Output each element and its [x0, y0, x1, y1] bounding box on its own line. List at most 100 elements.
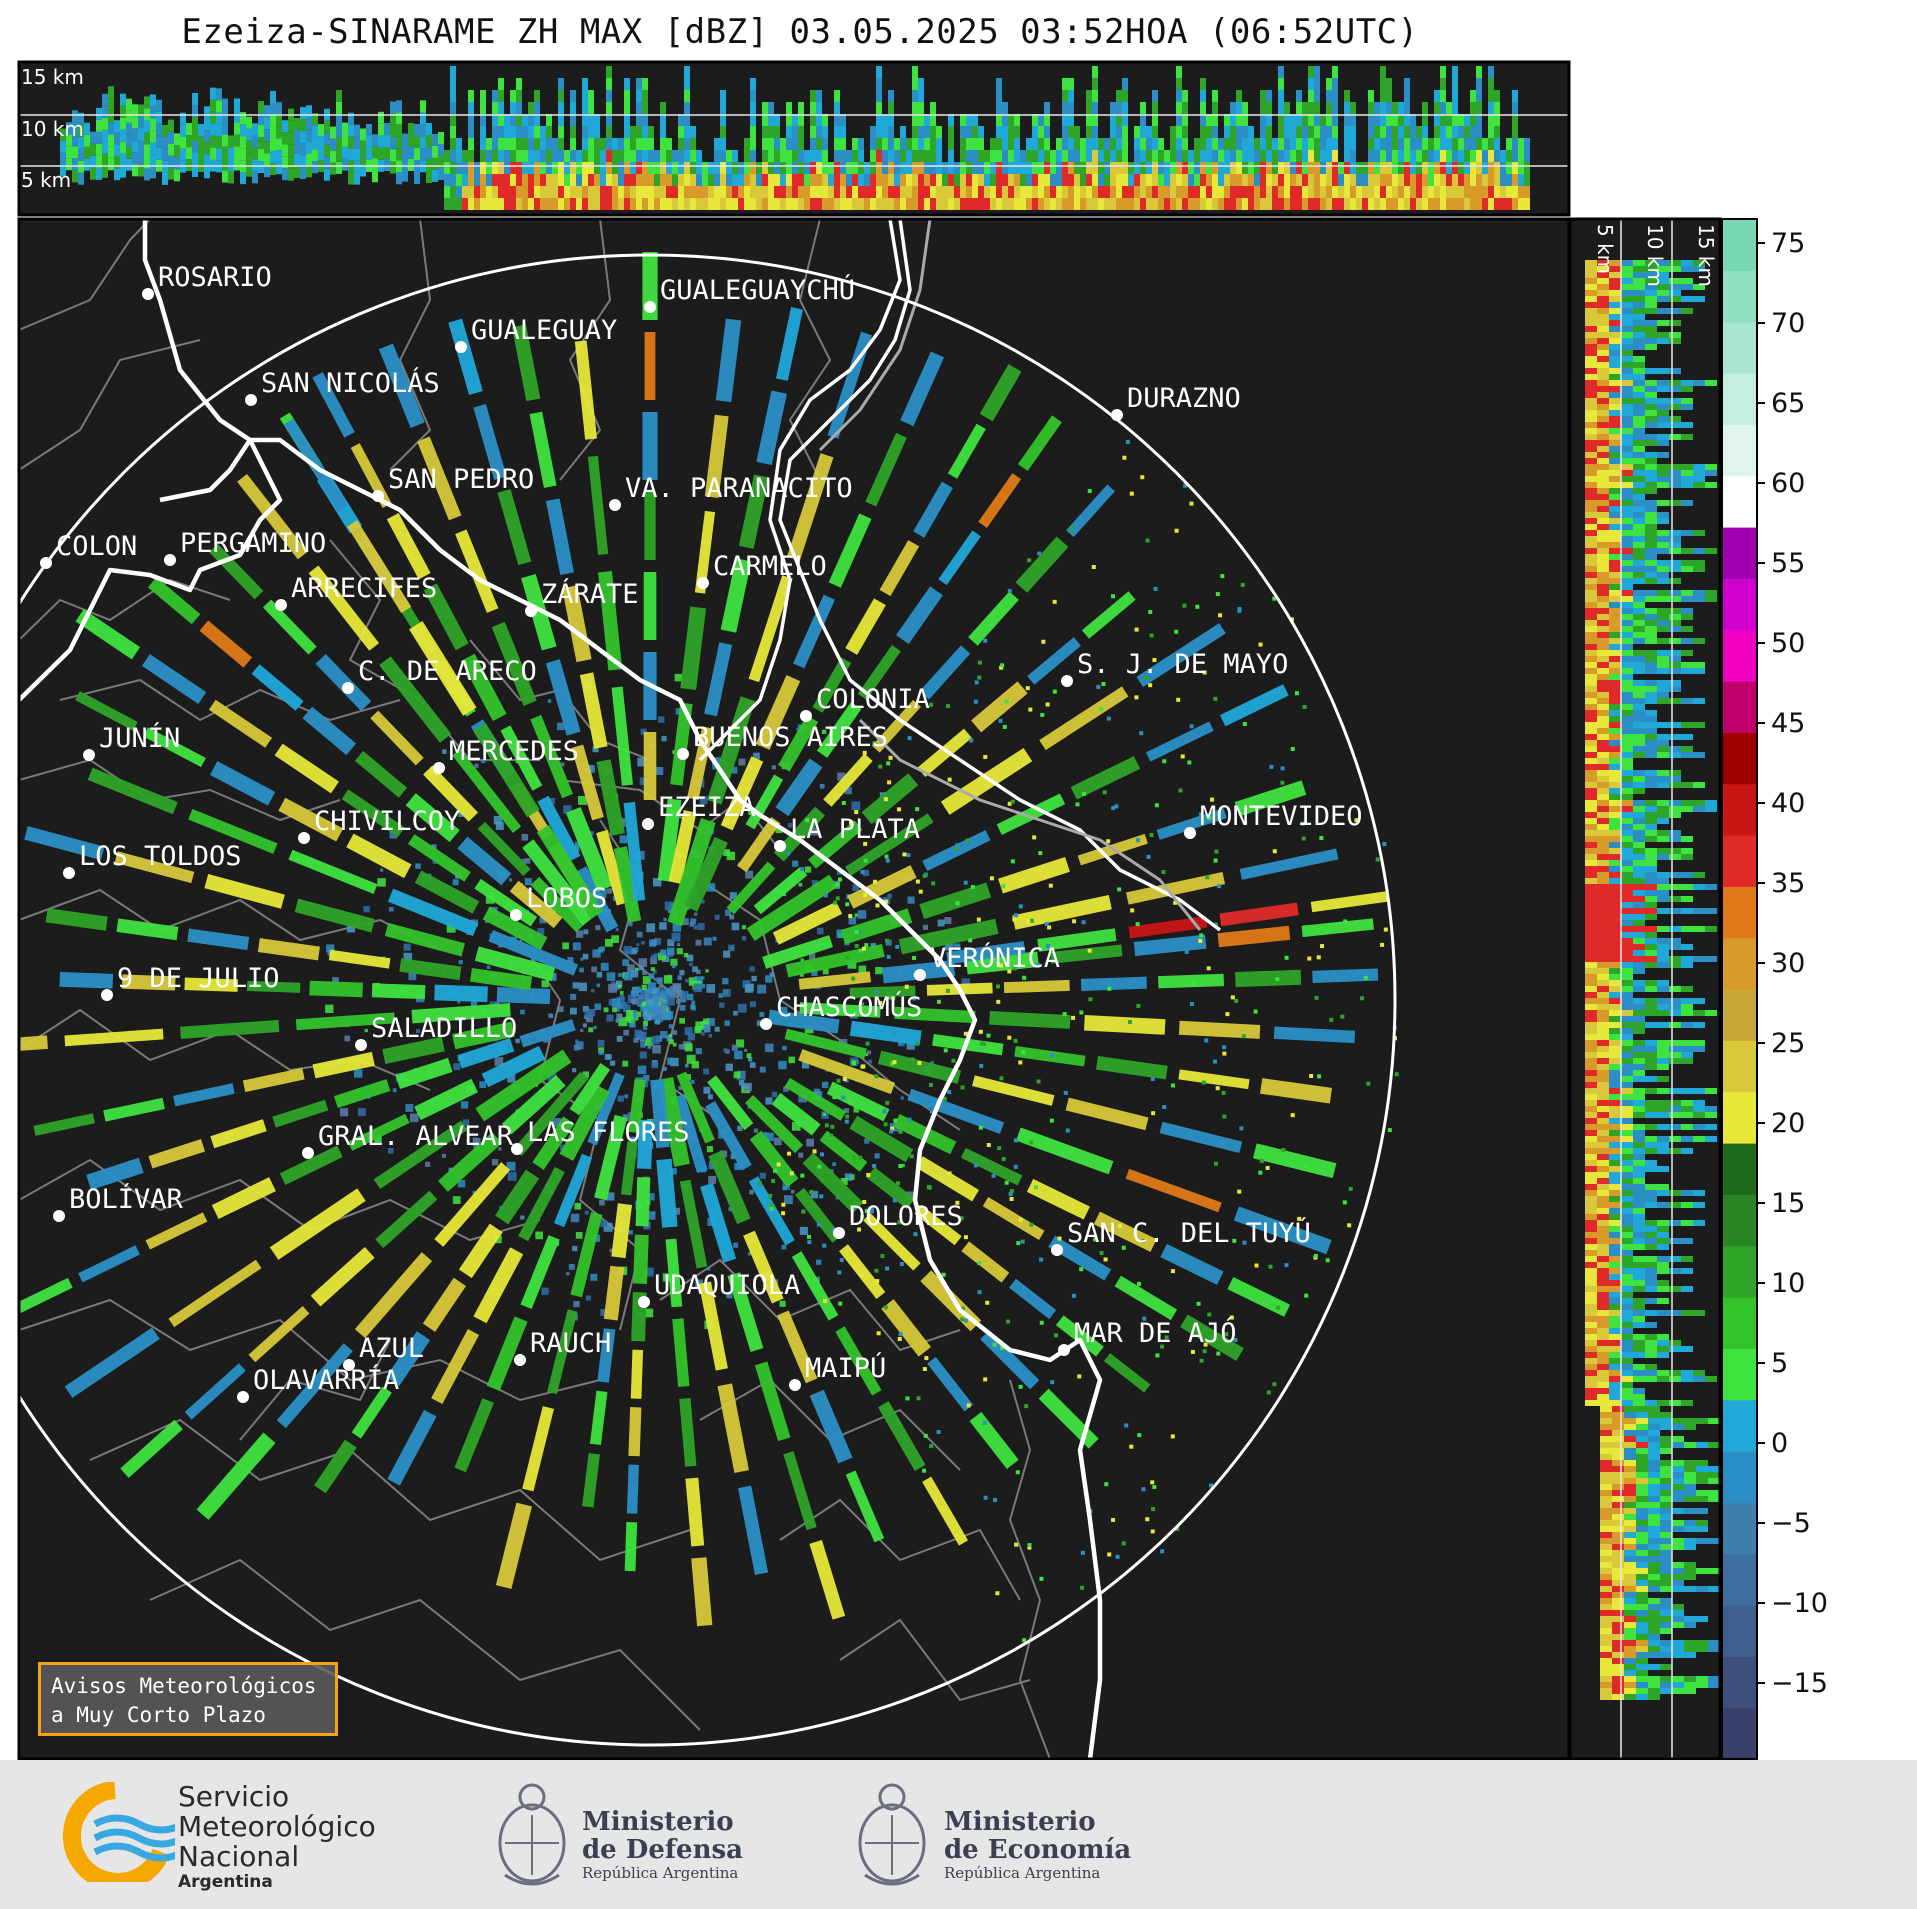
city-dot — [511, 1143, 523, 1155]
city-label: SAN NICOLÁS — [261, 367, 440, 399]
colorbar-segment — [1722, 1040, 1757, 1093]
city-dot — [343, 1359, 355, 1371]
top-height-label-10km: 10 km — [21, 117, 84, 141]
smn-name-line3: Nacional — [178, 1840, 300, 1873]
colorbar-tick-label: 30 — [1771, 948, 1805, 979]
city-dot — [638, 1296, 650, 1308]
city-label: LOBOS — [526, 883, 607, 914]
colorbar-segment — [1722, 1297, 1757, 1349]
city-dot — [833, 1227, 845, 1239]
radar-echo-rays — [19, 252, 1399, 1643]
economia-line2: de Economía — [944, 1835, 1132, 1865]
side-height-label-5km: 5 km — [1593, 224, 1617, 274]
city-label: CHASCOMÚS — [776, 991, 922, 1023]
city-dot — [800, 710, 812, 722]
smn-name-line4: Argentina — [178, 1872, 273, 1892]
city-label: PERGAMINO — [180, 528, 326, 559]
colorbar-tick-label: 35 — [1771, 868, 1805, 899]
colorbar-segment — [1722, 732, 1757, 785]
city-label: DOLORES — [849, 1201, 963, 1232]
defensa-line2: de Defensa — [582, 1835, 743, 1865]
colorbar-tick-label: 50 — [1771, 628, 1805, 659]
city-dot — [63, 867, 75, 879]
city-dot — [433, 762, 445, 774]
city-dot — [510, 909, 522, 921]
city-dot — [677, 748, 689, 760]
colorbar-segment — [1722, 1707, 1757, 1760]
colorbar-segment — [1722, 321, 1757, 374]
city-dot — [164, 554, 176, 566]
city-label: LA PLATA — [790, 814, 920, 845]
avisos-line2: a Muy Corto Plazo — [51, 1703, 266, 1727]
city-label: 9 DE JULIO — [117, 963, 280, 994]
city-dot — [1058, 1344, 1070, 1356]
city-dot — [342, 682, 354, 694]
city-dot — [142, 288, 154, 300]
city-dot — [275, 599, 287, 611]
coastlines — [19, 219, 1222, 1759]
colorbar-segment — [1722, 1502, 1757, 1555]
side-height-label-15km: 15 km — [1694, 224, 1718, 287]
city-dot — [644, 301, 656, 313]
city-dot — [455, 341, 467, 353]
city-dot — [642, 818, 654, 830]
colorbar-segment — [1722, 270, 1757, 323]
colorbar-tick-label: 20 — [1771, 1108, 1805, 1139]
side-cross-section-panel: 5 km 10 km 15 km — [1568, 217, 1722, 1760]
smn-logo-icon — [62, 1782, 175, 1882]
city-dot — [1051, 1244, 1063, 1256]
colorbar-segment — [1722, 886, 1757, 939]
colorbar-segment — [1722, 475, 1757, 528]
radar-map-panel: ROSARIO GUALEGUAYCHÚ GUALEGUAY SAN NICOLÁS D… — [17, 217, 1571, 1760]
avisos-button[interactable]: Avisos Meteorológicos a Muy Corto Plazo — [38, 1662, 338, 1736]
city-label: GUALEGUAY — [471, 315, 617, 346]
colorbar-tick-label: 25 — [1771, 1028, 1805, 1059]
city-label: CARMELO — [713, 551, 827, 582]
colorbar-tick-label: −10 — [1771, 1588, 1828, 1619]
colorbar-segment — [1722, 1605, 1757, 1657]
side-echo-layer — [1585, 260, 1720, 1700]
city-dot — [298, 832, 310, 844]
top-height-label-5km: 5 km — [21, 168, 71, 192]
colorbar-tick-label: 45 — [1771, 708, 1805, 739]
city-label: S. J. DE MAYO — [1077, 649, 1288, 680]
colorbar-tick-label: 65 — [1771, 388, 1805, 419]
city-label: SALADILLO — [371, 1013, 517, 1044]
city-label: JUNÍN — [99, 722, 180, 754]
colorbar-segment — [1722, 219, 1757, 271]
city-label: LOS TOLDOS — [79, 841, 242, 872]
colorbar-segment — [1722, 1091, 1757, 1144]
colorbar-tick-label: −5 — [1771, 1508, 1811, 1539]
colorbar-segment — [1722, 1553, 1757, 1606]
economia-line1: Ministerio — [944, 1807, 1096, 1837]
city-dot — [355, 1039, 367, 1051]
city-dot — [237, 1391, 249, 1403]
city-label: CHIVILCOY — [314, 806, 460, 837]
colorbar-tick-label: 75 — [1771, 228, 1805, 259]
colorbar-tick-label: 60 — [1771, 468, 1805, 499]
city-label: RAUCH — [530, 1328, 611, 1359]
colorbar-segment — [1722, 1143, 1757, 1195]
city-label: GRAL. ALVEAR — [318, 1121, 514, 1152]
footer-logos: Servicio Meteorológico Nacional Argentin… — [0, 1760, 1917, 1909]
colorbar-segment — [1722, 424, 1757, 477]
city-dot — [514, 1354, 526, 1366]
range-ring — [19, 253, 1397, 1747]
colorbar-segment — [1722, 1451, 1757, 1503]
city-dot — [1111, 409, 1123, 421]
city-dot — [53, 1210, 65, 1222]
smn-name-line2: Meteorológico — [178, 1810, 376, 1843]
city-label: VERÓNICA — [930, 942, 1060, 974]
smn-name-line1: Servicio — [178, 1780, 290, 1813]
colorbar-tick-label: 15 — [1771, 1188, 1805, 1219]
city-label: GUALEGUAYCHÚ — [660, 274, 855, 306]
top-height-label-15km: 15 km — [21, 65, 84, 89]
city-label: VA. PARANACITO — [625, 473, 853, 504]
chart-title: Ezeiza-SINARAME ZH MAX [dBZ] 03.05.2025 … — [181, 12, 1419, 52]
city-dot — [789, 1379, 801, 1391]
city-label: LAS FLORES — [527, 1117, 690, 1148]
city-label: MAIPÚ — [805, 1352, 886, 1384]
city-markers: ROSARIO GUALEGUAYCHÚ GUALEGUAY SAN NICOLÁS D… — [40, 262, 1363, 1403]
city-dot — [525, 605, 537, 617]
